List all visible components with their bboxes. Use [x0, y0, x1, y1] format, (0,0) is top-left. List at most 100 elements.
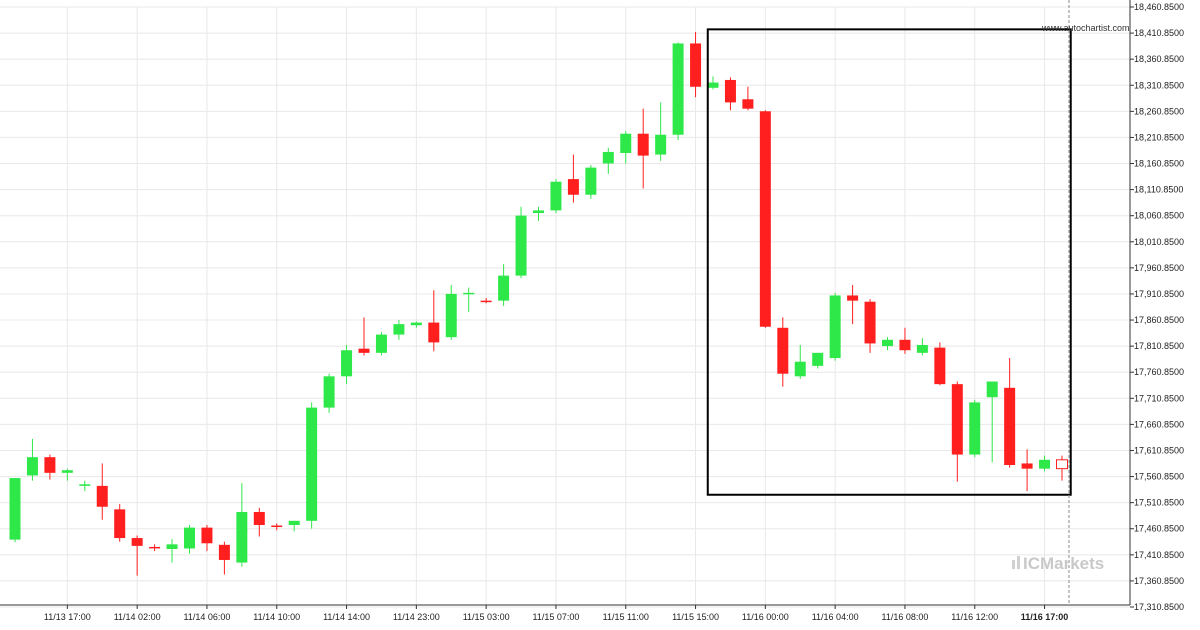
brand-logo-text: ICMarkets [1023, 554, 1104, 573]
candle-body [655, 134, 667, 155]
candle-body [1004, 387, 1016, 466]
y-tick-label: 18,410.8500 [1134, 28, 1184, 38]
x-tick-label: 11/15 15:00 [672, 612, 719, 622]
candle-body [358, 348, 370, 353]
candle-body [166, 544, 178, 550]
candle-body [794, 361, 806, 377]
y-tick-label: 17,410.8500 [1134, 550, 1184, 560]
candle-body [114, 509, 126, 539]
y-tick-label: 18,310.8500 [1134, 80, 1184, 90]
candle [916, 338, 928, 356]
y-tick-label: 17,360.8500 [1134, 576, 1184, 586]
candle [1004, 358, 1016, 468]
candle [847, 285, 859, 325]
y-tick-label: 17,560.8500 [1134, 472, 1184, 482]
candle-body [96, 485, 108, 507]
candle [899, 327, 911, 354]
x-tick-label: 11/16 12:00 [951, 612, 998, 622]
candle [777, 317, 789, 387]
candle [96, 463, 108, 520]
candle-body [463, 292, 475, 295]
y-tick-label: 18,460.8500 [1134, 2, 1184, 12]
x-tick-label: 11/14 02:00 [114, 612, 161, 622]
pattern-box [706, 28, 1072, 496]
candle-body [79, 484, 91, 486]
candle-body [445, 293, 457, 338]
candle-body [916, 345, 928, 353]
candle [515, 206, 527, 279]
candle [375, 331, 387, 356]
candle [323, 373, 335, 413]
candle-body [533, 210, 544, 214]
candle-body [201, 527, 213, 544]
candle [864, 299, 876, 353]
x-tick-label: 11/14 06:00 [184, 612, 231, 622]
candle [9, 478, 21, 543]
candle-body [759, 111, 771, 327]
candle [253, 507, 265, 537]
candle [794, 345, 806, 379]
candle-body [218, 544, 230, 560]
candle-body [742, 99, 754, 109]
candle [602, 147, 614, 174]
brand-logo: ICMarkets [1012, 554, 1104, 573]
y-tick-label: 17,660.8500 [1134, 419, 1184, 429]
candle-body [777, 327, 789, 374]
candle-body [864, 301, 876, 344]
candle [533, 206, 544, 221]
candle [812, 352, 824, 369]
candle [1021, 449, 1033, 492]
y-tick-label: 18,210.8500 [1134, 132, 1184, 142]
candle-body [724, 79, 736, 103]
candle-body [812, 352, 824, 366]
y-tick-label: 17,460.8500 [1134, 524, 1184, 534]
x-tick-label: 11/15 11:00 [603, 612, 649, 622]
candle-body [585, 167, 597, 195]
candle-body [882, 339, 893, 347]
candle [724, 77, 736, 111]
candle [550, 179, 562, 214]
candle [306, 402, 318, 529]
candle [707, 76, 719, 90]
y-tick-label: 17,310.8500 [1134, 602, 1184, 612]
candle-body [951, 384, 963, 455]
candle-body [480, 300, 492, 303]
candle-body [26, 457, 38, 476]
x-tick-label: 11/16 04:00 [812, 612, 859, 622]
y-tick-label: 18,010.8500 [1134, 237, 1184, 247]
candle-body [1021, 463, 1033, 469]
candle-body [550, 181, 562, 211]
candle-body [375, 334, 387, 353]
candle-body [620, 133, 632, 154]
candle [620, 131, 632, 164]
candle [26, 438, 38, 481]
candle [218, 541, 230, 575]
y-tick-label: 18,360.8500 [1134, 54, 1184, 64]
y-tick-label: 17,710.8500 [1134, 393, 1184, 403]
candle [882, 337, 893, 351]
candle-body [236, 511, 248, 563]
candle-body [847, 295, 859, 301]
y-tick-label: 18,060.8500 [1134, 211, 1184, 221]
candle-body [602, 151, 614, 164]
candle [44, 454, 56, 480]
candle-body [428, 322, 440, 343]
candle [61, 468, 73, 481]
candle [393, 319, 405, 340]
y-tick-label: 17,610.8500 [1134, 445, 1184, 455]
candle [428, 290, 440, 352]
y-tick-label: 18,160.8500 [1134, 159, 1184, 169]
candle [829, 292, 841, 361]
x-tick-labels: 11/13 17:00 11/14 02:00 11/14 06:00 11/14 1… [44, 605, 1068, 622]
grid-lines [0, 6, 1130, 608]
candle-body [672, 43, 684, 135]
candle [184, 525, 195, 554]
candle-body [969, 402, 981, 455]
candle-body [1039, 459, 1051, 469]
x-tick-label: 11/15 07:00 [533, 612, 580, 622]
candle [655, 102, 667, 161]
candle [934, 342, 946, 386]
candle-body [44, 457, 56, 473]
candle [149, 544, 161, 552]
